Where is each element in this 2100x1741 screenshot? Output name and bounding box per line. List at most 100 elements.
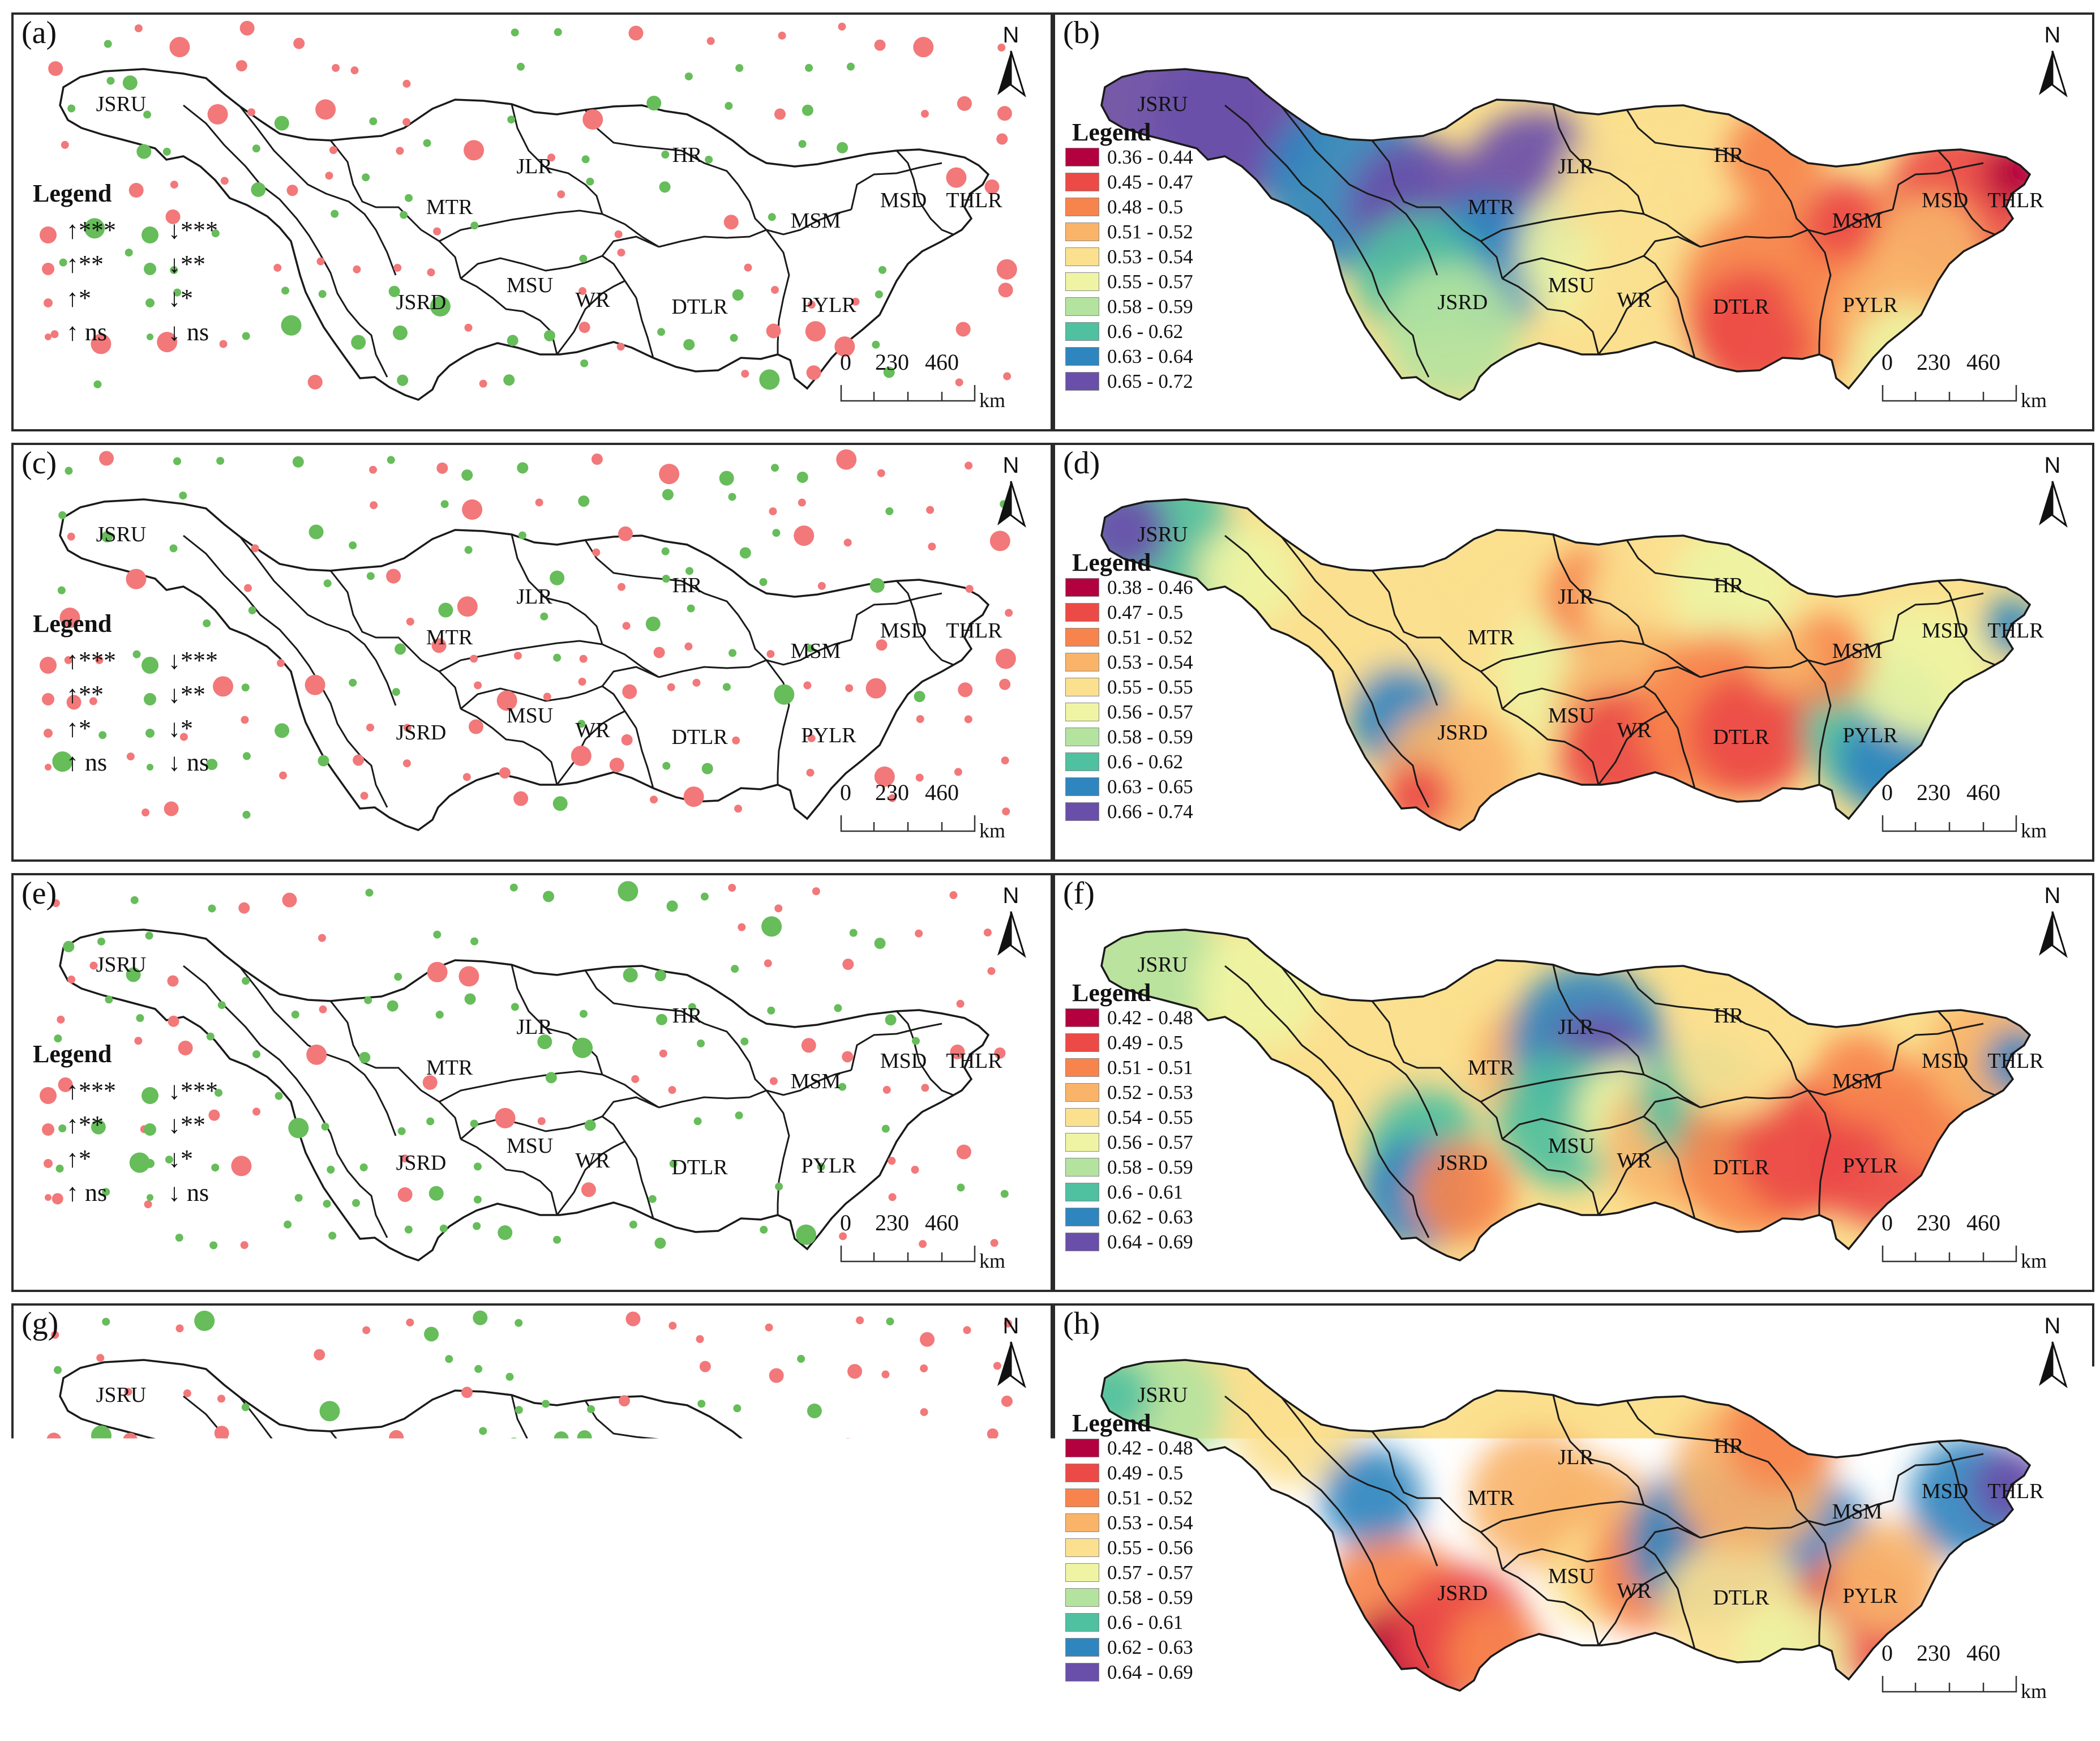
legend-class: 0.63 - 0.65 bbox=[1065, 775, 1258, 799]
station-decreasing bbox=[242, 977, 250, 985]
legend-swatch bbox=[1065, 297, 1099, 316]
station-increasing bbox=[724, 215, 739, 229]
station-increasing bbox=[845, 684, 853, 692]
station-decreasing bbox=[651, 1595, 659, 1603]
scale-bar: 0 230 460 km bbox=[834, 1640, 1015, 1702]
legend-title: Legend bbox=[1072, 1409, 1151, 1438]
station-decreasing bbox=[58, 511, 66, 519]
subbasin-label: JSRD bbox=[1438, 290, 1488, 314]
station-increasing bbox=[707, 37, 715, 45]
subbasin-label: MTR bbox=[426, 195, 473, 219]
station-decreasing bbox=[662, 489, 674, 501]
station-increasing bbox=[668, 1321, 676, 1329]
subbasin-boundary bbox=[602, 1097, 659, 1117]
subbasin-label: HR bbox=[672, 1004, 702, 1028]
legend-title: Legend bbox=[33, 179, 112, 208]
subbasin-label: WR bbox=[575, 1579, 610, 1603]
station-increasing bbox=[618, 527, 633, 541]
station-decreasing bbox=[577, 1430, 592, 1445]
station-increasing bbox=[875, 40, 886, 51]
station-decreasing bbox=[465, 993, 476, 1004]
subbasin-label: MTR bbox=[1468, 626, 1515, 649]
legend-swatch bbox=[1065, 1638, 1099, 1657]
station-increasing bbox=[406, 1319, 414, 1327]
station-decreasing bbox=[275, 723, 289, 738]
station-decreasing bbox=[353, 1475, 361, 1483]
station-decreasing bbox=[553, 1236, 561, 1244]
north-label: N bbox=[2034, 1314, 2071, 1339]
increasing-dot-icon bbox=[36, 218, 60, 247]
subbasin-label: JSRU bbox=[96, 953, 147, 977]
station-decreasing bbox=[705, 156, 713, 164]
decreasing-dot-icon bbox=[138, 648, 162, 678]
station-decreasing bbox=[580, 360, 588, 367]
subbasin-label: MSD bbox=[1922, 1479, 1968, 1503]
map-panel-h: JSRU JSRD MTR JLR HR MSU WR DTLR MSM MSD THLR PYLR(… bbox=[1053, 1303, 2094, 1722]
station-increasing bbox=[770, 1077, 778, 1085]
legend-class: 0.6 - 0.61 bbox=[1065, 1180, 1258, 1205]
station-increasing bbox=[766, 650, 774, 658]
legend-range-label: 0.64 - 0.69 bbox=[1107, 1230, 1193, 1255]
scale-unit: km bbox=[2021, 1249, 2047, 1273]
scale-unit: km bbox=[979, 388, 1005, 412]
station-decreasing bbox=[740, 547, 751, 558]
station-decreasing bbox=[760, 1226, 768, 1234]
station-increasing bbox=[911, 1542, 925, 1557]
legend-class: 0.66 - 0.74 bbox=[1065, 799, 1258, 824]
panel-label: (b) bbox=[1063, 17, 1100, 49]
station-increasing bbox=[464, 140, 484, 160]
legend-up-entry: ↑*** bbox=[36, 1076, 116, 1106]
station-increasing bbox=[99, 451, 114, 466]
legend-up-label: ↑ ns bbox=[60, 318, 107, 346]
station-decreasing bbox=[515, 1406, 523, 1414]
station-decreasing bbox=[685, 72, 693, 80]
station-increasing bbox=[769, 507, 777, 515]
legend-down-entry: ↓*** bbox=[138, 1076, 218, 1106]
station-decreasing bbox=[576, 1540, 584, 1548]
subbasin-boundary bbox=[585, 110, 738, 185]
legend-down-label: ↓ ns bbox=[162, 318, 209, 346]
north-arrow-icon bbox=[995, 910, 1027, 958]
subbasin-label: JLR bbox=[1558, 585, 1594, 609]
legend-down-label: ↓* bbox=[162, 1575, 193, 1603]
station-increasing bbox=[997, 106, 1012, 121]
station-decreasing bbox=[248, 606, 256, 614]
station-increasing bbox=[615, 230, 623, 238]
decreasing-dot-icon bbox=[138, 716, 162, 746]
legend-range-label: 0.55 - 0.55 bbox=[1107, 675, 1193, 700]
legend-down-label: ↓*** bbox=[162, 1507, 218, 1535]
legend-swatch bbox=[1065, 1233, 1099, 1251]
subbasin-boundary bbox=[636, 298, 653, 358]
station-increasing bbox=[957, 1591, 965, 1599]
station-decreasing bbox=[659, 181, 671, 193]
station-decreasing bbox=[518, 532, 526, 540]
station-decreasing bbox=[730, 334, 738, 342]
station-increasing bbox=[457, 596, 478, 617]
subbasin-label: DTLR bbox=[671, 1156, 728, 1179]
station-decreasing bbox=[646, 96, 661, 110]
station-increasing bbox=[168, 1016, 179, 1027]
legend-range-label: 0.55 - 0.56 bbox=[1107, 1535, 1193, 1560]
legend-swatch bbox=[1065, 703, 1099, 721]
legend-class: 0.38 - 0.46 bbox=[1065, 575, 1258, 600]
legend-swatch bbox=[1065, 1083, 1099, 1102]
subbasin-label: THLR bbox=[946, 619, 1002, 643]
subbasin-label: MSU bbox=[507, 704, 553, 728]
station-decreasing bbox=[768, 213, 776, 221]
legend-down-entry: ↓*** bbox=[138, 1507, 218, 1536]
legend-swatch bbox=[1065, 1208, 1099, 1226]
subbasin-label: MSU bbox=[507, 1564, 553, 1588]
station-increasing bbox=[67, 976, 75, 983]
station-increasing bbox=[695, 1541, 703, 1549]
legend-title: Legend bbox=[1072, 978, 1151, 1007]
subbasin-boundary bbox=[659, 1090, 766, 1107]
subbasin-label: DTLR bbox=[671, 725, 728, 749]
subbasin-label: MSD bbox=[1922, 619, 1968, 643]
subbasin-label: WR bbox=[1617, 718, 1652, 742]
subbasin-label: HR bbox=[1714, 1434, 1744, 1458]
legend-swatch bbox=[1065, 1008, 1099, 1027]
station-increasing bbox=[461, 1387, 473, 1398]
station-increasing bbox=[592, 454, 603, 465]
station-decreasing bbox=[553, 796, 568, 811]
station-decreasing bbox=[796, 1225, 816, 1245]
